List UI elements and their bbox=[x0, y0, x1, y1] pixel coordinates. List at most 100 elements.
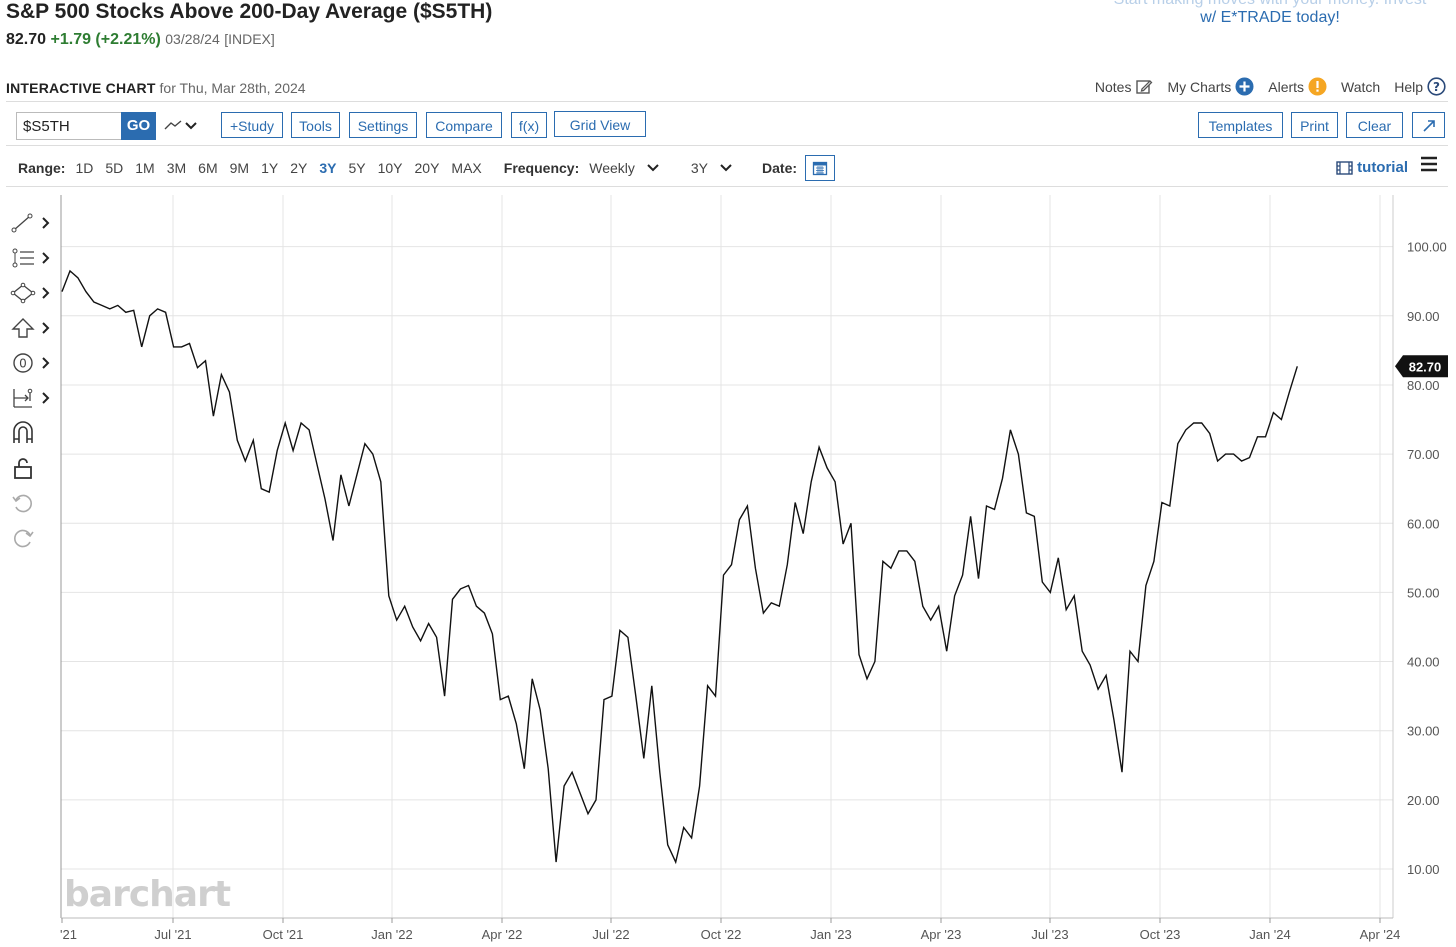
my-charts-link[interactable]: My Charts bbox=[1167, 77, 1254, 96]
go-button[interactable]: GO bbox=[121, 112, 156, 140]
templates-button[interactable]: Templates bbox=[1198, 112, 1283, 138]
range-option[interactable]: 1D bbox=[75, 160, 94, 176]
y-tick-label: 90.00 bbox=[1407, 309, 1440, 324]
x-tick-label: Jul '23 bbox=[1031, 927, 1068, 942]
interactive-chart-label: INTERACTIVE CHART for Thu, Mar 28th, 202… bbox=[6, 80, 306, 96]
notes-label: Notes bbox=[1094, 78, 1132, 95]
chevron-right-icon bbox=[42, 216, 50, 229]
last-value-label: 82.70 bbox=[1409, 359, 1442, 374]
tutorial-link[interactable]: tutorial bbox=[1336, 159, 1408, 176]
add-study-button[interactable]: +Study bbox=[221, 112, 283, 138]
lock-tool[interactable] bbox=[10, 450, 56, 485]
function-button[interactable]: f(x) bbox=[511, 112, 547, 138]
clear-button[interactable]: Clear bbox=[1346, 112, 1403, 138]
last-price: 82.70 bbox=[6, 31, 47, 48]
range-option[interactable]: 3M bbox=[166, 160, 187, 176]
y-tick-label: 10.00 bbox=[1407, 862, 1440, 877]
divider bbox=[6, 145, 1448, 146]
chart-type-dropdown[interactable] bbox=[163, 116, 199, 141]
notes-link[interactable]: Notes bbox=[1095, 78, 1154, 96]
quote-date: 03/28/24 bbox=[165, 31, 220, 47]
range-option-active[interactable]: 3Y bbox=[319, 160, 337, 176]
tools-button[interactable]: Tools bbox=[291, 112, 340, 138]
magnet-tool[interactable] bbox=[10, 415, 56, 450]
tutorial-label: tutorial bbox=[1357, 159, 1408, 176]
watch-label: Watch bbox=[1341, 78, 1381, 95]
undo-tool[interactable] bbox=[10, 485, 56, 520]
y-tick-label: 70.00 bbox=[1407, 447, 1440, 462]
svg-text:?: ? bbox=[1433, 80, 1440, 94]
redo-tool[interactable] bbox=[10, 520, 56, 555]
range-option[interactable]: 2Y bbox=[290, 160, 308, 176]
x-tick-label: Apr '23 bbox=[921, 927, 962, 942]
range-option[interactable]: 5Y bbox=[348, 160, 366, 176]
chevron-right-icon bbox=[42, 391, 50, 404]
help-link[interactable]: Help ? bbox=[1394, 77, 1446, 96]
fibonacci-icon bbox=[12, 248, 34, 267]
range-option[interactable]: MAX bbox=[451, 160, 482, 176]
x-tick-label: Oct '23 bbox=[1140, 927, 1181, 942]
x-tick-label: Oct '21 bbox=[263, 927, 304, 942]
arrow-up-icon bbox=[11, 317, 35, 338]
interactive-chart-heading: INTERACTIVE CHART bbox=[6, 80, 156, 96]
measure-tool[interactable] bbox=[10, 380, 56, 415]
date-label: Date: bbox=[762, 160, 798, 176]
shape-tool[interactable] bbox=[10, 275, 56, 310]
range-option[interactable]: 9M bbox=[229, 160, 250, 176]
y-tick-label: 60.00 bbox=[1407, 516, 1440, 531]
date-picker-button[interactable] bbox=[805, 155, 836, 181]
compare-button[interactable]: Compare bbox=[426, 112, 502, 138]
pencil-icon bbox=[1136, 79, 1153, 94]
chevron-right-icon bbox=[42, 286, 50, 299]
plus-circle-icon bbox=[1235, 77, 1254, 96]
print-button[interactable]: Print bbox=[1291, 112, 1338, 138]
range-option[interactable]: 20Y bbox=[414, 160, 440, 176]
range-option[interactable]: 1Y bbox=[261, 160, 279, 176]
y-tick-label: 40.00 bbox=[1407, 655, 1440, 670]
last-value-badge bbox=[1395, 355, 1448, 378]
promo-line-1[interactable]: Start making moves with your money. Inve… bbox=[1100, 0, 1440, 9]
quote-line: 82.70 +1.79 (+2.21%) 03/28/24 [INDEX] bbox=[6, 31, 275, 49]
watch-link[interactable]: Watch bbox=[1341, 79, 1380, 95]
grid-view-button[interactable]: Grid View bbox=[554, 111, 646, 137]
line-tool[interactable] bbox=[10, 205, 56, 240]
x-tick-label: Apr '22 bbox=[482, 927, 523, 942]
annotation-tool[interactable]: 0 bbox=[10, 345, 56, 380]
x-tick-label: Jul '21 bbox=[154, 927, 191, 942]
alerts-link[interactable]: Alerts bbox=[1268, 77, 1327, 96]
film-icon bbox=[1336, 160, 1353, 175]
range-option[interactable]: 10Y bbox=[377, 160, 403, 176]
frequency-value: Weekly bbox=[589, 160, 635, 176]
chevron-down-icon bbox=[647, 164, 659, 172]
range-option[interactable]: 6M bbox=[198, 160, 218, 176]
promo-line-2[interactable]: w/ E*TRADE today! bbox=[1200, 9, 1340, 26]
chevron-right-icon bbox=[42, 321, 50, 334]
arrow-tool[interactable] bbox=[10, 310, 56, 345]
frequency-label: Frequency: bbox=[503, 160, 580, 176]
x-tick-label: Apr '24 bbox=[1360, 927, 1401, 942]
chart-date-text: for Thu, Mar 28th, 2024 bbox=[159, 80, 306, 96]
hamburger-menu-icon[interactable] bbox=[1420, 156, 1438, 177]
price-change: +1.79 (+2.21%) bbox=[50, 31, 161, 48]
frequency-dropdown[interactable]: Weekly bbox=[589, 160, 659, 176]
x-tick-label: '21 bbox=[60, 927, 77, 942]
fibonacci-tool[interactable] bbox=[10, 240, 56, 275]
expand-button[interactable] bbox=[1412, 112, 1445, 138]
calendar-icon bbox=[812, 161, 828, 176]
settings-button[interactable]: Settings bbox=[349, 112, 417, 138]
redo-icon bbox=[14, 529, 34, 547]
range-option[interactable]: 5D bbox=[105, 160, 124, 176]
symbol-input[interactable] bbox=[16, 112, 122, 140]
lock-icon bbox=[14, 457, 32, 479]
x-axis: '21 Jul '21 Oct '21 Jan '22 Apr '22 Jul '22 Oc… bbox=[60, 918, 1400, 942]
instrument-type: [INDEX] bbox=[224, 31, 275, 47]
range-option[interactable]: 1M bbox=[135, 160, 155, 176]
top-links: Notes My Charts Alerts Watch Help ? bbox=[1095, 77, 1446, 96]
promo-ad[interactable]: Start making moves with your money. Inve… bbox=[1100, 0, 1440, 27]
period-dropdown[interactable]: 3Y bbox=[691, 160, 732, 176]
divider bbox=[6, 186, 1448, 187]
series-line bbox=[61, 269, 1298, 865]
x-tick-label: Jan '22 bbox=[371, 927, 413, 942]
chevron-right-icon bbox=[42, 251, 50, 264]
